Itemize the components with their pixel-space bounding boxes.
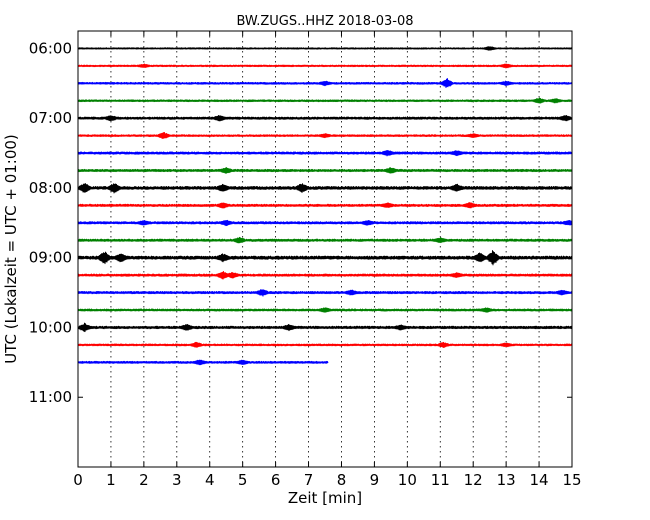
trace-line xyxy=(77,219,573,227)
y-tick-label: 10:00 xyxy=(29,318,72,336)
x-tick-label: 6 xyxy=(271,471,281,489)
x-tick-label: 12 xyxy=(464,471,483,489)
trace-line xyxy=(77,132,573,139)
grid-lines xyxy=(110,31,540,467)
trace-line xyxy=(77,359,329,366)
x-tick-label: 15 xyxy=(562,471,581,489)
chart-title: BW.ZUGS..HHZ 2018-03-08 xyxy=(236,14,413,29)
x-tick-label: 4 xyxy=(205,471,215,489)
trace-line xyxy=(77,341,573,349)
trace-line xyxy=(77,167,573,174)
trace-line xyxy=(77,115,573,122)
x-axis-ticks: 0 1 2 3 4 5 6 7 8 9 10 11 12 13 14 15 xyxy=(73,31,582,489)
trace-line xyxy=(77,270,573,280)
y-axis-label: UTC (Lokalzeit = UTC + 01:00) xyxy=(2,134,20,364)
y-tick-label: 09:00 xyxy=(29,249,72,267)
y-tick-label: 08:00 xyxy=(29,179,72,197)
x-tick-label: 5 xyxy=(238,471,248,489)
trace-line xyxy=(77,236,573,244)
x-axis-label: Zeit [min] xyxy=(288,489,362,507)
y-tick-label: 11:00 xyxy=(29,388,72,406)
trace-line xyxy=(77,289,573,297)
trace-line xyxy=(77,150,573,157)
seismic-traces xyxy=(77,46,573,366)
trace-line xyxy=(77,183,573,194)
y-tick-label: 06:00 xyxy=(29,39,72,57)
trace-line xyxy=(77,307,573,313)
y-tick-label: 07:00 xyxy=(29,109,72,127)
x-tick-label: 0 xyxy=(73,471,83,489)
x-tick-label: 14 xyxy=(530,471,549,489)
trace-line xyxy=(77,322,573,333)
x-tick-label: 13 xyxy=(497,471,516,489)
plot-frame xyxy=(77,30,573,468)
x-tick-label: 1 xyxy=(106,471,116,489)
trace-line xyxy=(77,97,573,104)
x-tick-label: 9 xyxy=(370,471,380,489)
x-tick-label: 3 xyxy=(172,471,182,489)
x-tick-label: 8 xyxy=(337,471,347,489)
x-tick-label: 2 xyxy=(139,471,149,489)
x-tick-label: 7 xyxy=(304,471,314,489)
x-tick-label: 10 xyxy=(398,471,417,489)
trace-line xyxy=(77,202,573,209)
trace-line xyxy=(77,250,573,266)
x-tick-label: 11 xyxy=(431,471,450,489)
y-axis-ticks: 06:00 07:00 08:00 09:00 10:00 11:00 xyxy=(29,39,572,406)
trace-line xyxy=(77,63,573,69)
trace-line xyxy=(77,78,573,89)
trace-line xyxy=(77,46,573,51)
